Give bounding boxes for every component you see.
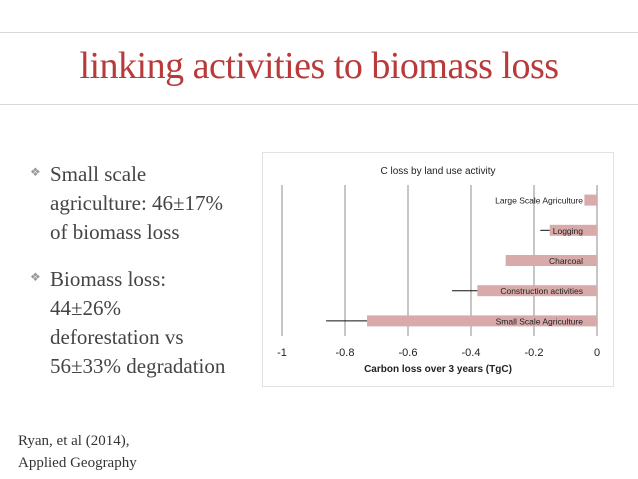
slide-title: linking activities to biomass loss [79,45,559,87]
bar-label: Charcoal [549,256,583,266]
diamond-bullet-icon: ❖ [30,270,41,284]
bullet-line: Biomass loss: [50,267,167,291]
citation: Ryan, et al (2014), Applied Geography [18,430,137,474]
chart-frame [262,152,614,387]
chart-xlabel: Carbon loss over 3 years (TgC) [364,364,512,375]
diamond-bullet-icon: ❖ [30,165,41,179]
bar-label: Large Scale Agriculture [495,196,583,206]
bar [549,224,597,236]
bullet-line: agriculture: 46±17% [50,191,224,215]
bar-label: Construction activities [500,286,583,296]
bar [505,255,597,266]
citation-authors: Ryan, et al (2014), [18,433,130,449]
bullet-line: 44±26% [50,296,122,320]
bullet-line: deforestation vs [50,325,184,349]
bar-label: Logging [553,226,584,236]
bar [477,285,597,297]
x-tick-label: -0.6 [399,347,418,359]
x-tick-label: -0.4 [462,347,481,359]
bullet-line: 56±33% degradation [50,354,226,378]
bullet-line: of biomass loss [50,220,180,244]
bullet-line: Small scale [50,162,147,186]
bullet-small-scale: ❖ Small scale agriculture: 46±17% of bio… [30,160,270,247]
x-tick-label: -1 [277,347,287,359]
top-rule [0,32,638,33]
bullet-list: ❖ Small scale agriculture: 46±17% of bio… [30,160,270,399]
bar-label: Small Scale Agriculture [496,316,584,326]
bullet-biomass-loss: ❖ Biomass loss: 44±26% deforestation vs … [30,265,270,381]
x-tick-label: -0.2 [525,347,544,359]
bar [584,194,597,206]
x-tick-label: 0 [594,347,600,359]
citation-journal: Applied Geography [18,455,137,471]
title-rule [0,104,638,105]
x-tick-label: -0.8 [336,347,355,359]
chart-title: C loss by land use activity [380,166,495,177]
bar [367,315,597,327]
